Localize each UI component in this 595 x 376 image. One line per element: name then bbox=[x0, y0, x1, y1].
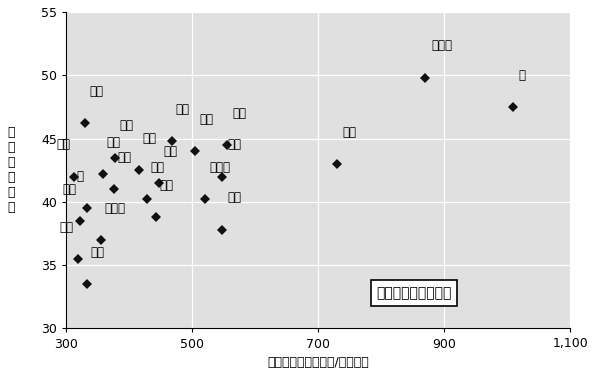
Text: 杉並: 杉並 bbox=[163, 144, 177, 158]
Text: 相関係数＝０．６７: 相関係数＝０．６７ bbox=[376, 286, 452, 300]
Text: 葛飾: 葛飾 bbox=[57, 138, 71, 151]
Text: 墨田: 墨田 bbox=[89, 85, 103, 98]
Text: 板橋: 板橋 bbox=[62, 182, 76, 196]
Text: 文京: 文京 bbox=[227, 191, 242, 205]
Text: 千代田: 千代田 bbox=[431, 39, 453, 53]
Text: 北: 北 bbox=[76, 170, 83, 183]
Text: 江戸川: 江戸川 bbox=[105, 202, 126, 215]
Text: 港: 港 bbox=[518, 68, 525, 82]
Text: 江東: 江東 bbox=[119, 119, 133, 132]
Text: 新宿: 新宿 bbox=[199, 113, 213, 126]
Text: 中野: 中野 bbox=[151, 161, 165, 174]
Text: 品川: 品川 bbox=[176, 103, 190, 116]
Text: 練馬: 練馬 bbox=[117, 151, 131, 164]
Text: 大田: 大田 bbox=[159, 179, 174, 192]
Text: 渋谷: 渋谷 bbox=[342, 126, 356, 138]
Text: 台東: 台東 bbox=[107, 136, 121, 149]
Y-axis label: 体
力
総
合
評
価: 体 力 総 合 評 価 bbox=[7, 126, 14, 214]
Text: 荒川: 荒川 bbox=[91, 246, 105, 259]
Text: 世田谷: 世田谷 bbox=[210, 161, 231, 174]
Text: 足立: 足立 bbox=[60, 220, 74, 233]
X-axis label: 平均所得水準（万円/人・年）: 平均所得水準（万円/人・年） bbox=[267, 356, 369, 369]
Text: 目黒: 目黒 bbox=[227, 138, 242, 151]
Text: 豊島: 豊島 bbox=[142, 132, 156, 145]
Text: 中央: 中央 bbox=[232, 106, 246, 120]
